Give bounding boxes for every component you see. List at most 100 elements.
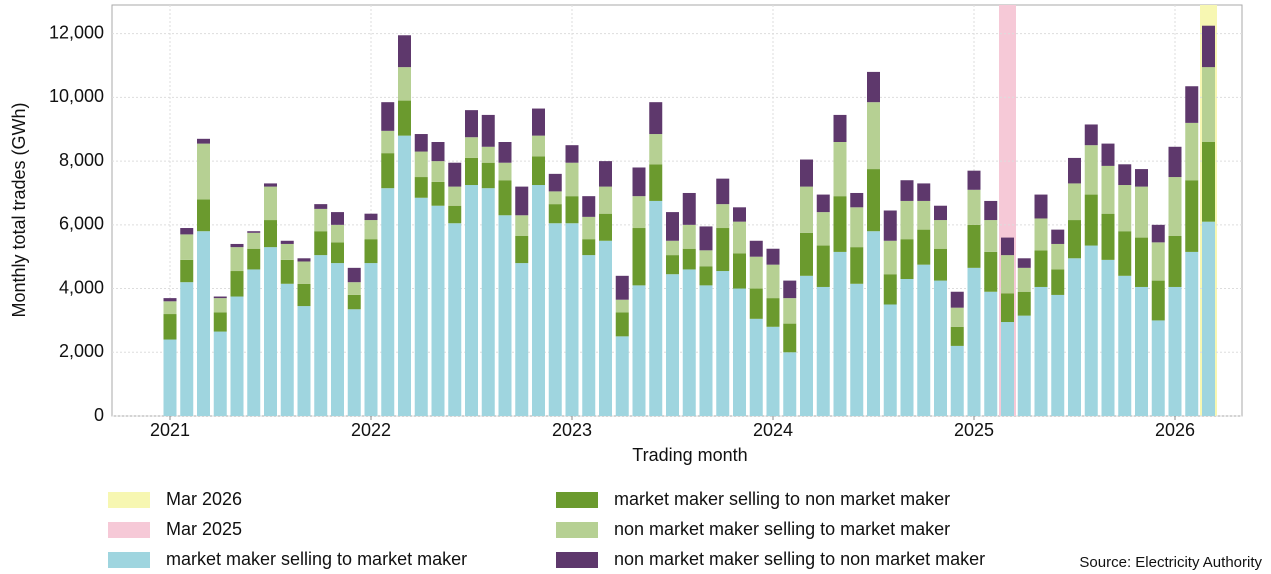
legend-swatch: [108, 522, 150, 538]
bar-segment: [1084, 124, 1098, 146]
bar-segment: [230, 271, 244, 297]
bar-segment: [163, 298, 177, 302]
bar-segment: [917, 200, 931, 230]
bar-segment: [364, 213, 378, 221]
bar-segment: [448, 162, 462, 187]
bar-segment: [1185, 251, 1199, 416]
bar-segment: [967, 170, 981, 190]
bar-segment: [1101, 165, 1115, 214]
bar-segment: [649, 134, 663, 165]
bar-segment: [1068, 157, 1081, 184]
bar-segment: [1118, 231, 1132, 276]
legend-label: non market maker selling to non market m…: [614, 549, 985, 569]
bar-segment: [816, 212, 830, 246]
bar-segment: [1151, 242, 1165, 281]
bar-segment: [800, 232, 813, 276]
bar-segment: [448, 205, 462, 224]
bar-segment: [900, 279, 914, 416]
bar-segment: [632, 228, 646, 286]
bar-segment: [331, 224, 344, 243]
legend-label: market maker selling to non market maker: [614, 489, 950, 509]
bar-segment: [331, 242, 344, 264]
bar-segment: [565, 223, 579, 416]
bar-segment: [230, 243, 244, 248]
bar-segment: [1084, 245, 1098, 416]
bar-segment: [783, 298, 797, 324]
bar-segment: [398, 67, 411, 101]
bar-segment: [1151, 224, 1165, 243]
bar-segment: [1135, 286, 1148, 416]
bar-segment: [1001, 293, 1014, 323]
bar-segment: [314, 204, 328, 209]
bar-segment: [230, 247, 244, 272]
bar-segment: [582, 196, 596, 217]
bar-segment: [867, 231, 880, 416]
bar-segment: [649, 200, 663, 416]
bar-segment: [398, 135, 411, 416]
bar-segment: [766, 326, 780, 416]
bar-segment: [297, 283, 311, 307]
bar-segment: [1051, 269, 1065, 295]
bar-segment: [883, 304, 897, 416]
bar-segment: [331, 263, 344, 416]
bar-segment: [749, 288, 763, 319]
bar-segment: [649, 164, 663, 201]
bar-segment: [548, 173, 562, 192]
bar-segment: [314, 208, 328, 232]
bar-segment: [950, 345, 964, 416]
bar-segment: [582, 255, 596, 416]
bar-segment: [364, 220, 378, 240]
bar-segment: [414, 151, 428, 178]
bar-segment: [1017, 291, 1031, 316]
bar-segment: [699, 266, 713, 286]
bar-segment: [381, 102, 395, 131]
bar-segment: [1084, 145, 1098, 195]
bar-segment: [213, 331, 227, 416]
bar-segment: [1101, 259, 1115, 416]
bar-segment: [1001, 237, 1014, 256]
bar-segment: [666, 255, 679, 275]
bar-segment: [1017, 267, 1031, 292]
legend-swatch: [556, 552, 598, 568]
bar-segment: [1068, 183, 1081, 221]
bar-segment: [783, 280, 797, 299]
bar-segment: [615, 275, 629, 300]
bar-segment: [900, 239, 914, 279]
bar-segment: [716, 204, 730, 229]
bar-segment: [197, 138, 210, 144]
bar-segment: [800, 159, 813, 187]
bar-segment: [213, 312, 227, 332]
x-tick-label: 2026: [1155, 420, 1195, 440]
bar-segment: [783, 352, 797, 416]
bar-segment: [615, 312, 629, 337]
bar-segment: [163, 339, 177, 416]
bar-segment: [867, 102, 880, 170]
bar-segment: [699, 250, 713, 267]
bar-segment: [481, 162, 495, 189]
bar-segment: [465, 157, 478, 186]
legend-label: market maker selling to market maker: [166, 549, 467, 569]
y-tick-label: 6,000: [59, 214, 104, 234]
bar-segment: [481, 188, 495, 416]
bar-segment: [314, 255, 328, 416]
bar-segment: [984, 251, 998, 292]
bar-segment: [1185, 86, 1199, 123]
bar-segment: [816, 286, 830, 416]
bar-segment: [398, 100, 411, 136]
bar-segment: [280, 243, 294, 260]
bar-segment: [163, 314, 177, 340]
bar-segment: [548, 223, 562, 416]
bar-segment: [816, 245, 830, 287]
bar-segment: [515, 215, 529, 236]
bar-segment: [280, 240, 294, 244]
bar-segment: [1202, 142, 1215, 222]
bar-segment: [682, 248, 696, 270]
bar-segment: [347, 267, 361, 283]
bar-segment: [1151, 320, 1165, 416]
bar-segment: [833, 142, 847, 197]
bar-segment: [1135, 169, 1148, 187]
x-tick-label: 2025: [954, 420, 994, 440]
bar-segment: [950, 291, 964, 308]
bar-segment: [498, 162, 512, 181]
